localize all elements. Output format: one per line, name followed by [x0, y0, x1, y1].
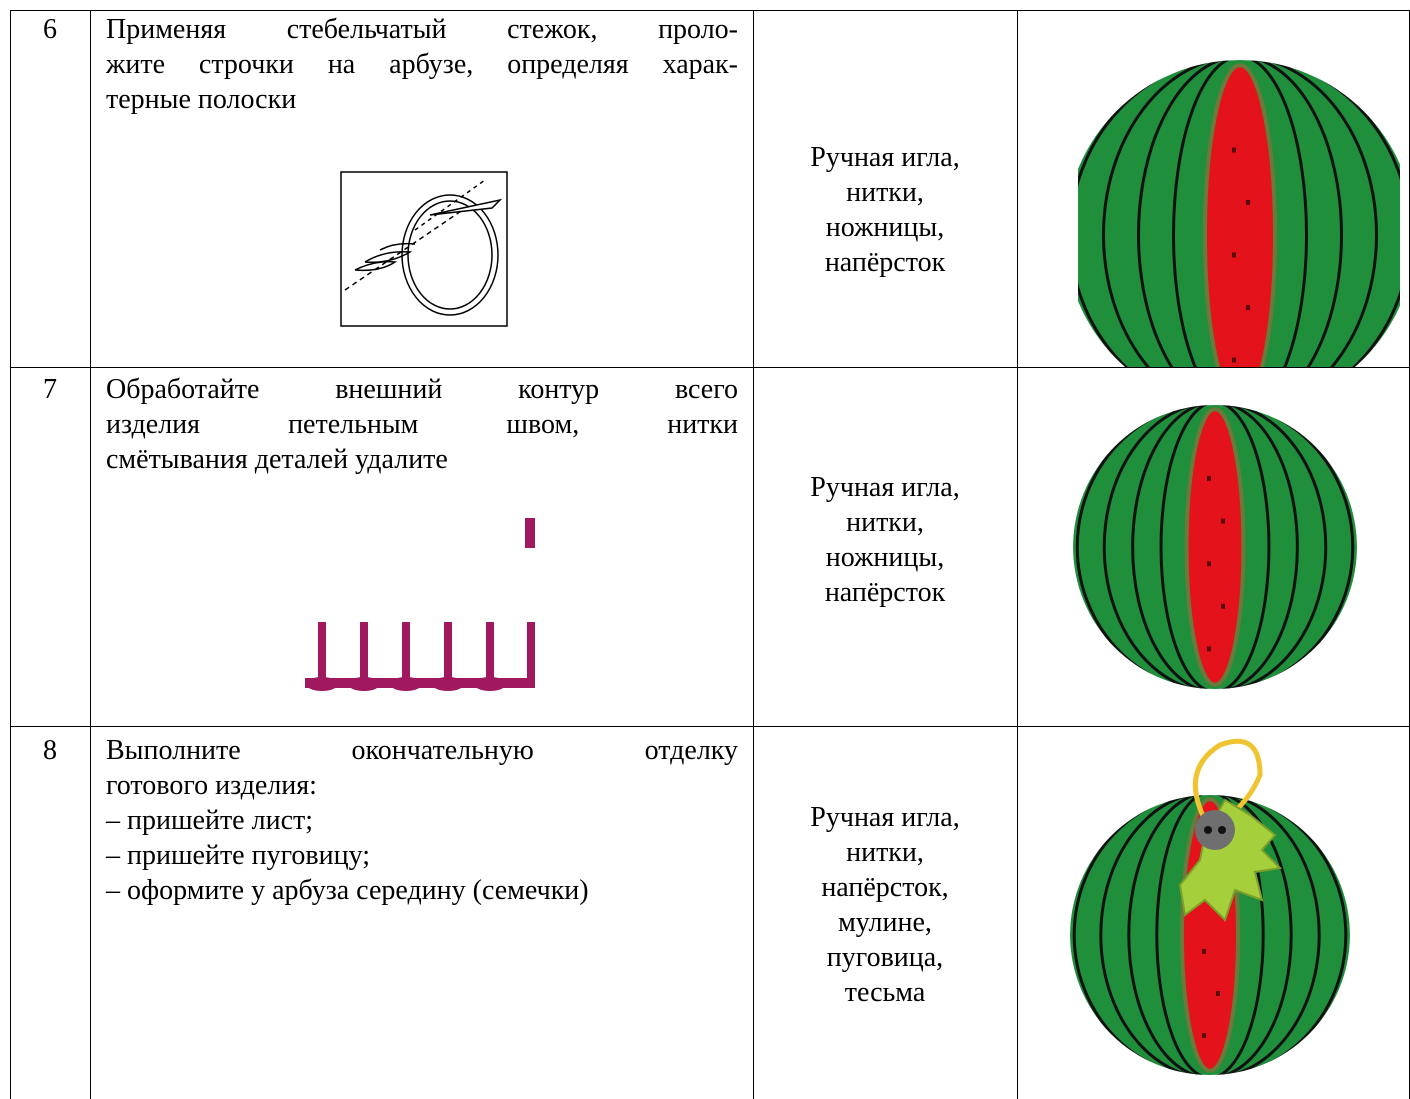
row-number: 6: [43, 14, 57, 45]
tool-line: нитки,: [846, 507, 924, 538]
tool-line: напёрсток: [824, 577, 946, 608]
finishing-details: [1178, 738, 1283, 922]
stem-stitch-illustration: [340, 171, 508, 327]
instruction-line: жите строчки на арбузе, определяя харак-: [106, 49, 738, 80]
instruction-line: терные полоски: [106, 84, 297, 115]
instruction-line: – оформите у арбуза середину (семечки): [106, 875, 589, 906]
table-border: [10, 367, 1410, 368]
row-number: 8: [43, 735, 57, 766]
watermelon-illustration: [1078, 60, 1400, 367]
instruction-line: – пришейте пуговицу;: [106, 840, 370, 871]
tool-line: Ручная игла,: [810, 142, 960, 173]
tool-line: ножницы,: [825, 212, 945, 243]
tool-line: пуговица,: [826, 942, 944, 973]
instruction: Обработайте внешний контур всего изделия …: [106, 372, 738, 477]
tools: Ручная игла, нитки, напёрсток, мулине, пугов…: [753, 800, 1017, 1010]
instruction-line: – пришейте лист;: [106, 805, 314, 836]
buttonhole-stitch-illustration: [305, 518, 535, 691]
tool-line: мулине,: [838, 907, 932, 938]
instruction-line: Применяя стебельчатый стежок, проло-: [106, 14, 738, 45]
tool-line: напёрсток: [824, 247, 946, 278]
tool-line: нитки,: [846, 177, 924, 208]
table-border: [1017, 10, 1018, 1099]
instruction-line: Обработайте внешний контур всего: [106, 374, 738, 405]
table-border: [753, 10, 754, 1099]
instruction-line: смётывания деталей удалите: [106, 444, 448, 475]
instruction-line: готового изделия:: [106, 770, 317, 801]
tool-line: нитки,: [846, 837, 924, 868]
instruction-line: Выполните окончательную отделку: [106, 735, 738, 766]
row-number: 7: [43, 374, 57, 405]
tool-line: ножницы,: [825, 542, 945, 573]
tools: Ручная игла, нитки, ножницы, напёрсток: [753, 140, 1017, 280]
table-border: [10, 10, 11, 1099]
tool-line: Ручная игла,: [810, 472, 960, 503]
instruction: Применяя стебельчатый стежок, проло-жите…: [106, 12, 738, 117]
instruction: Выполните окончательную отделку готового …: [106, 733, 738, 908]
instruction-line: изделия петельным швом, нитки: [106, 409, 738, 440]
tool-line: тесьма: [844, 977, 926, 1008]
watermelon-illustration: [1073, 405, 1357, 689]
tools: Ручная игла, нитки, ножницы, напёрсток: [753, 470, 1017, 610]
table-border: [10, 726, 1410, 727]
table-border: [10, 10, 1410, 11]
table-border: [90, 10, 91, 1099]
tool-line: напёрсток,: [821, 872, 949, 903]
tool-line: Ручная игла,: [810, 802, 960, 833]
